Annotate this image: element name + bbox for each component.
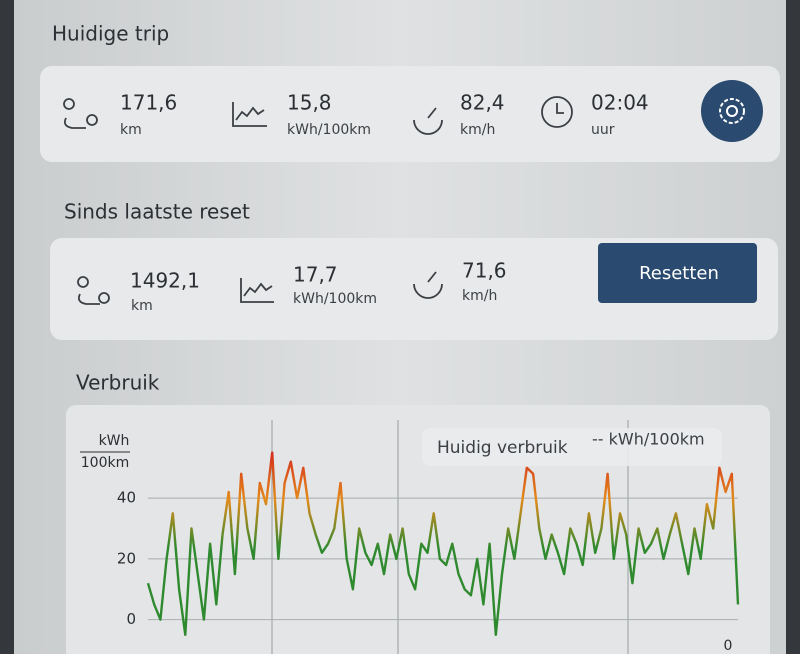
stat-unit: km xyxy=(131,298,153,314)
consumption-icon xyxy=(240,278,274,303)
stat-value: 71,6 xyxy=(462,259,507,283)
x-tick-label: 0 xyxy=(724,638,733,654)
consumption-line xyxy=(146,451,740,636)
consumption-icon xyxy=(232,102,267,127)
stat-unit: km/h xyxy=(462,288,497,304)
stat-value: 02:04 xyxy=(591,91,649,115)
legend-label: Huidig verbruik xyxy=(437,438,568,458)
bezel xyxy=(0,0,14,654)
y-tick-label: 0 xyxy=(126,610,136,628)
section-title: Verbruik xyxy=(76,371,160,395)
stat-value: 17,7 xyxy=(293,263,338,287)
stat-value: 82,4 xyxy=(460,91,505,115)
distance-icon xyxy=(77,276,110,305)
stat-unit: km/h xyxy=(460,122,495,138)
time-icon xyxy=(541,96,573,128)
stat-unit: uur xyxy=(591,122,615,138)
button-label[interactable]: Resetten xyxy=(639,263,719,284)
distance-icon xyxy=(63,98,98,129)
y-tick-label: 40 xyxy=(117,489,136,507)
stat-value: 171,6 xyxy=(120,91,177,115)
bezel xyxy=(786,0,800,654)
speed-icon xyxy=(413,107,443,135)
y-unit: 100km xyxy=(81,455,129,471)
section-title: Sinds laatste reset xyxy=(64,200,250,224)
reset-button[interactable]: Resetten xyxy=(598,243,757,303)
speed-icon xyxy=(413,271,443,299)
chart-card xyxy=(66,405,770,654)
settings-button[interactable] xyxy=(701,80,763,142)
stat-value: 15,8 xyxy=(287,91,332,115)
plot xyxy=(146,420,740,654)
stat-value: 1492,1 xyxy=(130,269,200,293)
section-title: Huidige trip xyxy=(52,22,169,46)
legend-box xyxy=(422,428,722,466)
stat-unit: km xyxy=(120,122,142,138)
legend-value: -- kWh/100km xyxy=(592,430,705,449)
y-tick-label: 20 xyxy=(117,549,136,567)
card xyxy=(40,66,780,162)
stat-unit: kWh/100km xyxy=(287,122,371,138)
stat-unit: kWh/100km xyxy=(293,291,377,307)
y-unit: kWh xyxy=(99,433,130,449)
